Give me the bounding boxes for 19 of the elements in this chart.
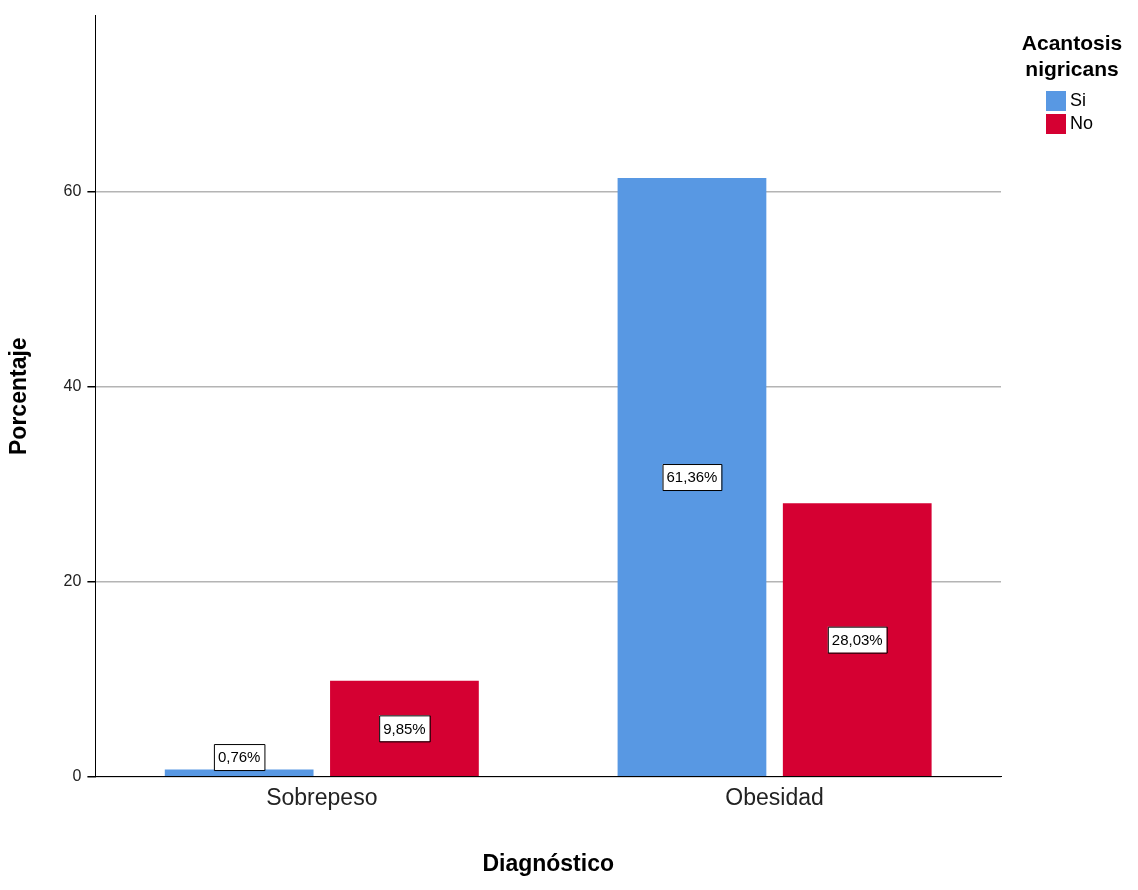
x-axis-title: Diagnóstico bbox=[482, 849, 615, 876]
bar bbox=[617, 177, 767, 777]
bar bbox=[164, 769, 314, 777]
bar bbox=[782, 503, 932, 777]
legend-label: No bbox=[1070, 113, 1094, 134]
bar bbox=[330, 680, 479, 777]
y-tick-label: 40 bbox=[63, 376, 82, 394]
legend-title: Acantosis nigricans bbox=[1020, 30, 1124, 82]
data-label: 9,85% bbox=[383, 719, 426, 737]
y-tick-label: 0 bbox=[72, 767, 82, 785]
legend-label: Si bbox=[1070, 90, 1087, 111]
data-label: 61,36% bbox=[666, 468, 718, 486]
x-tick-label: Sobrepeso bbox=[266, 783, 378, 810]
y-tick-label: 60 bbox=[63, 181, 82, 199]
x-tick-label: Obesidad bbox=[725, 783, 824, 810]
data-label: 0,76% bbox=[217, 748, 261, 766]
data-label: 28,03% bbox=[831, 630, 883, 648]
y-axis-title: Porcentaje bbox=[5, 337, 32, 455]
y-tick-label: 20 bbox=[63, 572, 82, 590]
